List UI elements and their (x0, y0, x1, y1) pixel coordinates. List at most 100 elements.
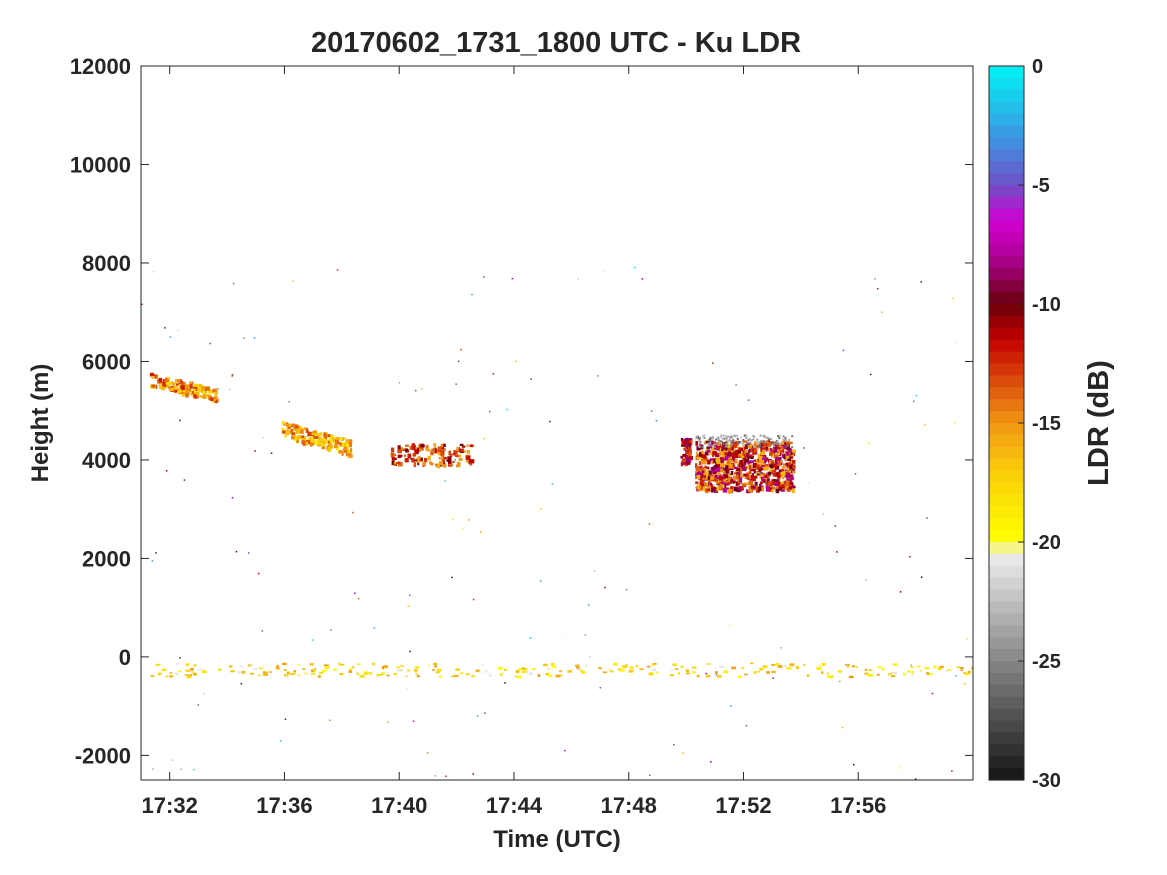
echo-pixel (348, 453, 351, 459)
echo-pixel (281, 420, 285, 424)
echo-pixel (436, 668, 442, 672)
echo-pixel (701, 445, 704, 448)
noise-pixel (780, 647, 782, 649)
echo-pixel (315, 440, 318, 445)
echo-pixel (818, 665, 822, 668)
echo-pixel (391, 460, 395, 466)
echo-pixel (775, 456, 778, 460)
echo-pixel (868, 673, 873, 677)
noise-pixel (808, 482, 810, 484)
echo-pixel (838, 669, 842, 673)
echo-pixel (696, 453, 701, 458)
echo-pixel (761, 447, 766, 450)
echo-pixel (728, 477, 732, 481)
echo-pixel (422, 461, 426, 466)
noise-pixel (599, 687, 602, 689)
echo-pixel (777, 435, 780, 438)
echo-pixel (281, 428, 285, 431)
echo-pixel (613, 662, 618, 666)
echo-pixel (414, 669, 418, 672)
echo-pixel (345, 440, 349, 445)
echo-pixel (781, 466, 786, 469)
echo-pixel (745, 466, 749, 470)
noise-pixel (476, 715, 479, 717)
echo-pixel (169, 671, 173, 674)
echo-pixel (714, 489, 718, 493)
echo-pixel (161, 668, 167, 672)
echo-pixel (372, 662, 375, 666)
noise-pixel (270, 452, 273, 454)
echo-pixel (456, 446, 459, 451)
echo-pixel (718, 473, 722, 477)
echo-pixel (312, 438, 316, 443)
echo-pixel (719, 447, 723, 452)
echo-pixel (446, 459, 451, 462)
echo-pixel (759, 460, 762, 463)
echo-pixel (744, 462, 747, 466)
echo-pixel (902, 672, 906, 676)
echo-pixel (770, 438, 773, 440)
noise-pixel (506, 408, 508, 411)
noise-pixel (247, 552, 250, 554)
echo-pixel (575, 664, 580, 667)
echo-pixel (760, 451, 765, 456)
echo-pixel (397, 445, 401, 450)
colorbar-segment (989, 446, 1024, 460)
echo-pixel (769, 441, 774, 444)
echo-pixel (770, 461, 774, 465)
echo-pixel (399, 454, 403, 457)
echo-pixel (758, 456, 763, 461)
x-tick-label: 17:56 (830, 793, 886, 818)
echo-pixel (739, 471, 742, 477)
echo-pixel (788, 438, 791, 441)
echo-layer (390, 443, 475, 469)
echo-pixel (779, 472, 783, 478)
echo-pixel (434, 665, 437, 668)
echo-pixel (715, 454, 719, 457)
echo-pixel (185, 669, 191, 672)
colorbar-tick-label: -30 (1032, 770, 1061, 792)
echo-pixel (733, 443, 738, 448)
y-tick-label: 2000 (82, 546, 131, 571)
echo-pixel (742, 444, 745, 447)
colorbar-segment (989, 232, 1024, 246)
echo-pixel (709, 484, 714, 489)
noise-pixel (183, 479, 186, 481)
echo-pixel (773, 442, 778, 447)
echo-pixel (297, 663, 300, 666)
colorbar-segment (989, 196, 1024, 210)
echo-pixel (345, 451, 349, 457)
echo-pixel (764, 458, 767, 464)
echo-pixel (767, 487, 772, 491)
echo-pixel (711, 460, 714, 464)
echo-pixel (864, 672, 869, 675)
echo-pixel (911, 673, 915, 676)
echo-pixel (688, 456, 693, 461)
echo-pixel (165, 675, 169, 678)
echo-pixel (432, 669, 435, 671)
colorbar-segment (989, 268, 1024, 281)
echo-pixel (717, 464, 720, 470)
echo-pixel (453, 450, 458, 455)
colorbar-segment (989, 113, 1024, 127)
echo-pixel (708, 480, 711, 483)
echo-pixel (579, 669, 583, 672)
noise-pixel (650, 410, 653, 412)
echo-pixel (443, 443, 446, 447)
echo-pixel (960, 669, 963, 672)
echo-pixel (341, 451, 344, 456)
echo-pixel (786, 440, 790, 444)
echo-pixel (695, 441, 698, 446)
echo-pixel (743, 445, 746, 451)
echo-pixel (724, 435, 727, 438)
echo-pixel (753, 459, 756, 462)
noise-pixel (715, 674, 718, 676)
echo-pixel (782, 438, 785, 441)
echo-pixel (725, 438, 728, 441)
echo-pixel (484, 670, 489, 673)
echo-pixel (711, 440, 714, 446)
echo-pixel (230, 670, 235, 673)
noise-pixel (839, 680, 841, 683)
noise-pixel (179, 419, 181, 422)
echo-pixel (756, 438, 759, 441)
